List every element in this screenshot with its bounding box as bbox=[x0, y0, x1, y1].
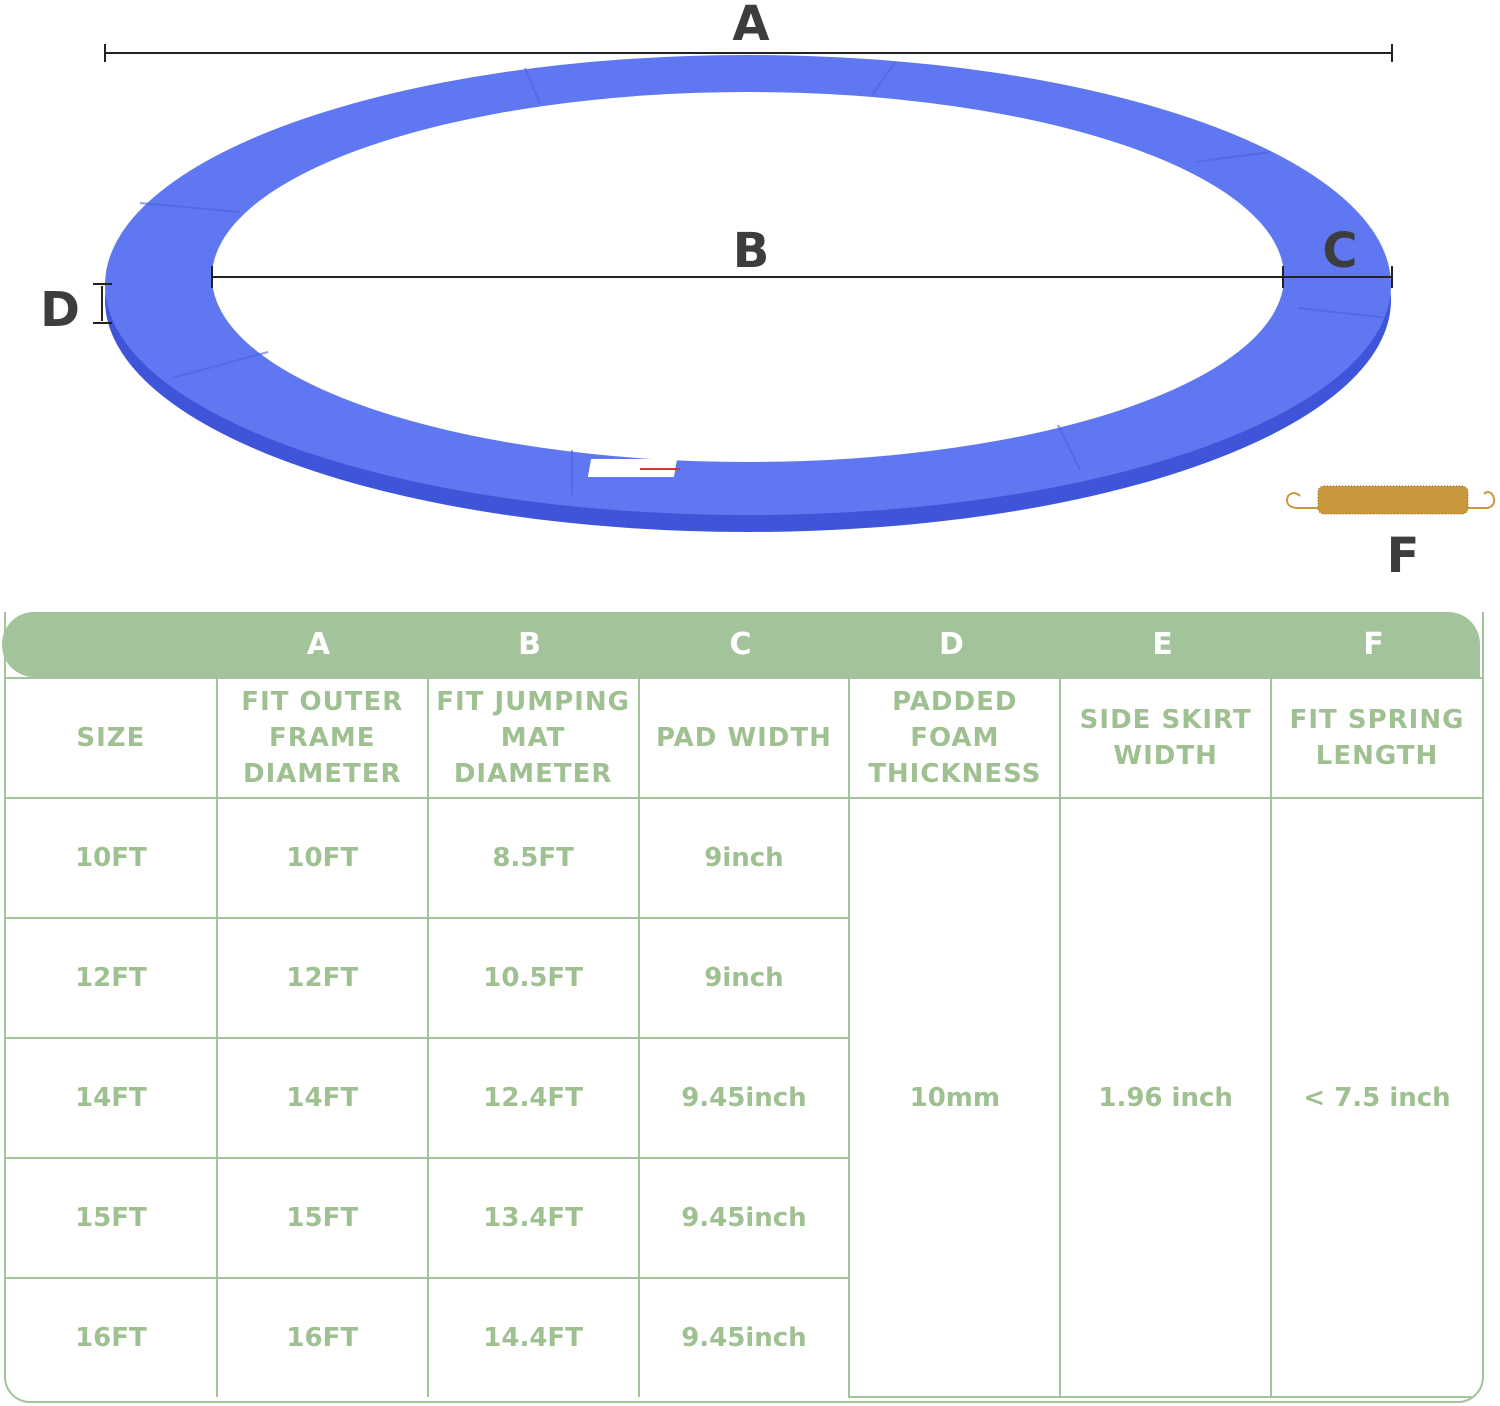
table-row: 16FT 16FT 14.4FT 9.45inch bbox=[6, 1277, 1482, 1397]
column-letter-d: D bbox=[939, 627, 964, 662]
cell-pad: 9inch bbox=[637, 797, 851, 919]
spring-image bbox=[1286, 485, 1496, 515]
cell-outer: 16FT bbox=[215, 1277, 429, 1397]
column-letter-e: E bbox=[1152, 627, 1173, 662]
dimension-lines bbox=[93, 44, 1393, 324]
table-row: 10FT 10FT 8.5FT 9inch 10mm 1.96 inch < 7… bbox=[6, 797, 1482, 1398]
label-tag bbox=[587, 459, 680, 477]
cell-mat: 8.5FT bbox=[426, 797, 640, 919]
pad-ring bbox=[105, 55, 1391, 532]
cell-outer: 10FT bbox=[215, 797, 429, 919]
cell-outer: 15FT bbox=[215, 1157, 429, 1279]
column-letter-a: A bbox=[306, 627, 331, 662]
cell-size: 12FT bbox=[6, 917, 218, 1039]
header-outer-frame: FIT OUTER FRAME DIAMETER bbox=[215, 677, 429, 799]
cell-mat: 12.4FT bbox=[426, 1037, 640, 1159]
dimension-label-b: B bbox=[733, 223, 770, 279]
cell-mat: 13.4FT bbox=[426, 1157, 640, 1279]
dimension-label-d: D bbox=[40, 282, 80, 338]
cell-outer: 12FT bbox=[215, 917, 429, 1039]
header-jumping-mat: FIT JUMPING MAT DIAMETER bbox=[426, 677, 640, 799]
table-header-band: A B C D E F bbox=[2, 612, 1480, 677]
header-foam-thickness: PADDED FOAM THICKNESS bbox=[848, 677, 1062, 799]
cell-mat: 14.4FT bbox=[426, 1277, 640, 1397]
header-spring-length: FIT SPRING LENGTH bbox=[1270, 677, 1482, 799]
pad-segment-seams bbox=[139, 61, 1389, 495]
dimension-label-f: F bbox=[1387, 528, 1420, 584]
cell-size: 15FT bbox=[6, 1157, 218, 1279]
table-row: 15FT 15FT 13.4FT 9.45inch bbox=[6, 1157, 1482, 1279]
table-row: 12FT 12FT 10.5FT 9inch bbox=[6, 917, 1482, 1039]
cell-size: 14FT bbox=[6, 1037, 218, 1159]
size-table: SIZE FIT OUTER FRAME DIAMETER FIT JUMPIN… bbox=[4, 612, 1484, 1403]
cell-size: 10FT bbox=[6, 797, 218, 919]
cell-pad: 9inch bbox=[637, 917, 850, 1039]
cell-pad: 9.45inch bbox=[637, 1277, 850, 1397]
cell-mat: 10.5FT bbox=[426, 917, 640, 1039]
column-letter-c: C bbox=[729, 627, 752, 662]
cell-pad: 9.45inch bbox=[637, 1037, 850, 1159]
cell-thickness: 10mm bbox=[848, 797, 1062, 1398]
column-letter-f: F bbox=[1363, 627, 1384, 662]
header-skirt-width: SIDE SKIRT WIDTH bbox=[1059, 677, 1273, 799]
table-header-row: SIZE FIT OUTER FRAME DIAMETER FIT JUMPIN… bbox=[6, 677, 1482, 799]
column-letter-b: B bbox=[518, 627, 541, 662]
cell-size: 16FT bbox=[6, 1277, 218, 1397]
cell-spring: < 7.5 inch bbox=[1270, 797, 1482, 1398]
header-size: SIZE bbox=[6, 677, 218, 799]
trampoline-pad-diagram: A B C D F bbox=[40, 0, 1496, 584]
cell-outer: 14FT bbox=[215, 1037, 429, 1159]
dimension-label-c: C bbox=[1322, 223, 1357, 279]
header-pad-width: PAD WIDTH bbox=[637, 677, 851, 799]
cell-pad: 9.45inch bbox=[637, 1157, 850, 1279]
cell-skirt: 1.96 inch bbox=[1059, 797, 1273, 1398]
dimension-label-a: A bbox=[732, 0, 769, 52]
table-row: 14FT 14FT 12.4FT 9.45inch bbox=[6, 1037, 1482, 1159]
